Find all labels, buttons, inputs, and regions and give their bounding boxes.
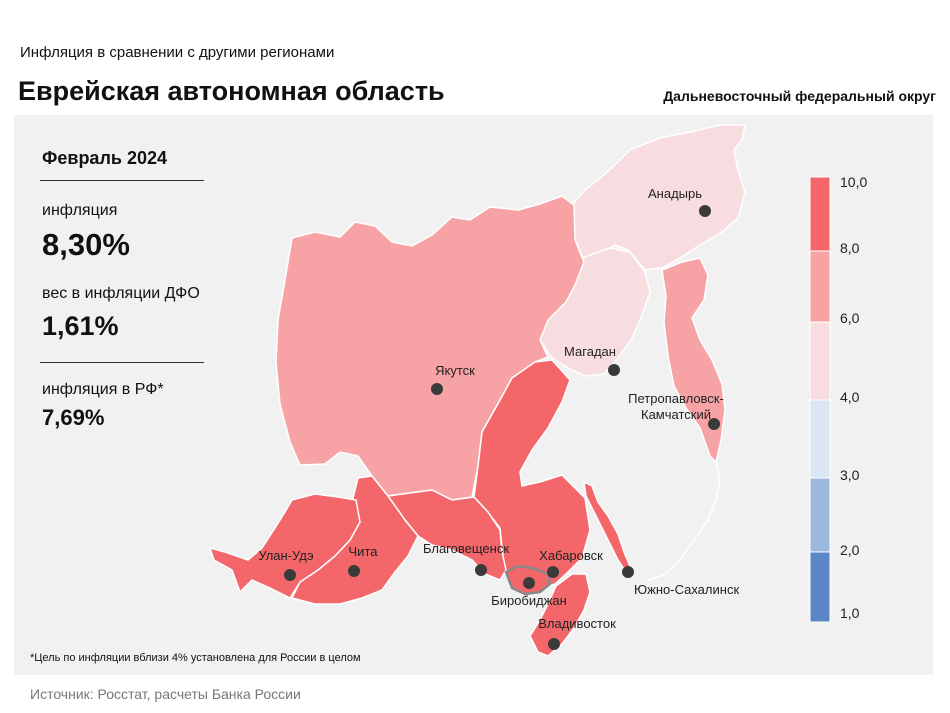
legend-band-0 (809, 176, 831, 252)
legend-band-1 (809, 250, 831, 323)
inflation-value: 8,30% (42, 227, 130, 262)
legend-tick-3: 4,0 (840, 389, 860, 405)
legend-tick-2: 6,0 (840, 310, 860, 326)
footnote: *Цель по инфляции вблизи 4% установлена … (30, 652, 361, 664)
divider-top (40, 180, 204, 181)
legend-band-4 (809, 477, 831, 553)
kuril-islands (647, 461, 721, 581)
region-yakutia (275, 195, 585, 501)
city-10-label: Владивосток (538, 616, 616, 631)
city-0-label: Анадырь (648, 186, 702, 201)
inflation-label: инфляция (42, 202, 118, 219)
city-7-marker (547, 566, 559, 578)
region-kamchatka (661, 257, 726, 464)
city-3-marker (708, 418, 720, 430)
rf-inflation-value: 7,69% (42, 405, 105, 430)
district-name: Дальневосточный федеральный округ (663, 88, 936, 104)
weight-label: вес в инфляции ДФО (42, 285, 200, 302)
city-9-label: Южно-Сахалинск (634, 582, 739, 597)
city-2-marker (431, 383, 443, 395)
region-amur (386, 489, 507, 581)
city-5-label: Чита (349, 544, 379, 559)
divider-bottom (40, 362, 204, 363)
city-2-label: Якутск (435, 363, 475, 378)
chart-subtitle: Инфляция в сравнении с другими регионами (20, 44, 335, 61)
weight-value: 1,61% (42, 311, 119, 341)
region-chukotka (571, 124, 746, 271)
legend-tick-0: 10,0 (840, 174, 867, 190)
legend-tick-4: 3,0 (840, 467, 860, 483)
city-4-label: Улан-Удэ (258, 548, 314, 563)
rf-inflation-label: инфляция в РФ* (42, 381, 164, 398)
city-1-marker (608, 364, 620, 376)
city-3-label-line2: Камчатский (641, 407, 711, 422)
city-1-label: Магадан (564, 344, 616, 359)
city-8-marker (523, 577, 535, 589)
legend-tick-6: 1,0 (840, 605, 860, 621)
legend-band-5 (809, 551, 831, 623)
city-3-label: Петропавловск- (628, 391, 724, 406)
source-note: Источник: Росстат, расчеты Банка России (30, 686, 301, 702)
city-0-marker (699, 205, 711, 217)
city-7-label: Хабаровск (539, 548, 603, 563)
period-label: Февраль 2024 (42, 148, 167, 168)
city-10-marker (548, 638, 560, 650)
city-4-marker (284, 569, 296, 581)
city-6-label: Благовещенск (423, 541, 509, 556)
city-5-marker (348, 565, 360, 577)
city-9-marker (622, 566, 634, 578)
city-6-marker (475, 564, 487, 576)
legend-band-3 (809, 399, 831, 479)
legend-tick-1: 8,0 (840, 240, 860, 256)
legend-band-2 (809, 321, 831, 401)
region-buryatia (208, 493, 361, 599)
region-primorsky (529, 573, 591, 657)
legend-tick-5: 2,0 (840, 542, 860, 558)
city-8-label: Биробиджан (491, 593, 567, 608)
region-title: Еврейская автономная область (18, 76, 445, 106)
